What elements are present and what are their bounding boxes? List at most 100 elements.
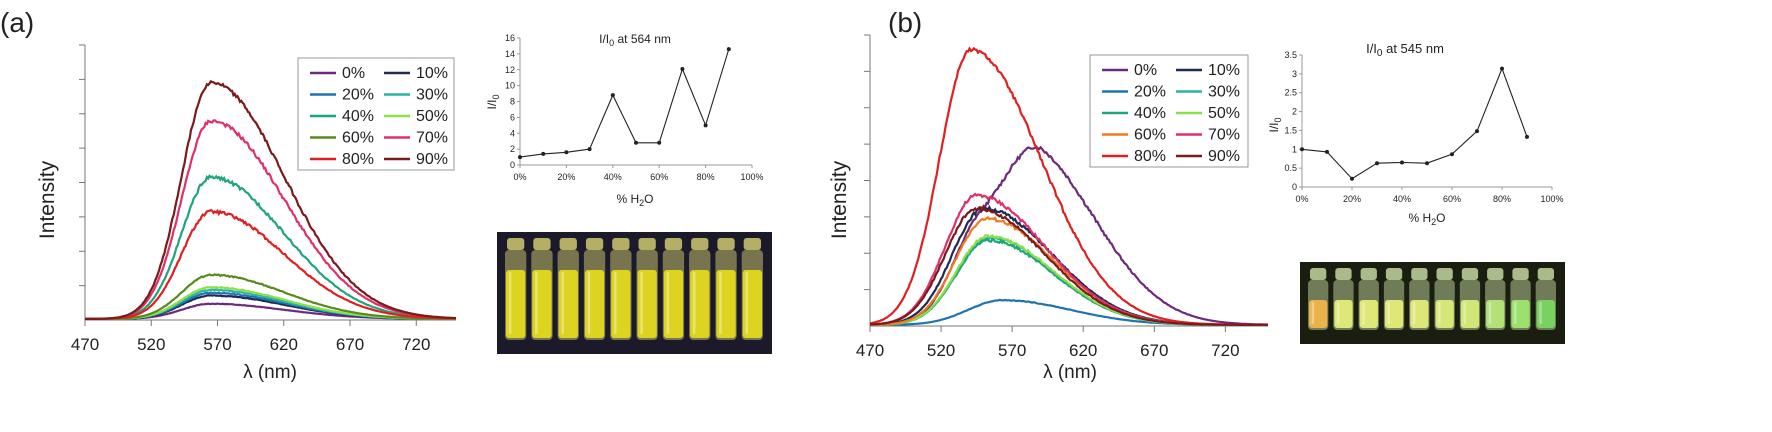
- vial-liquid: [1309, 300, 1328, 328]
- inset-point: [726, 47, 731, 52]
- inset-x-tick-label: 40%: [1393, 194, 1411, 204]
- legend-label: 80%: [342, 151, 374, 168]
- vial-neck: [1385, 268, 1403, 280]
- legend-label: 40%: [1134, 105, 1166, 122]
- inset-x-tick-label: 100%: [740, 172, 763, 182]
- inset-y-tick-label: 8: [510, 97, 515, 107]
- inset-y-label: I/I0: [485, 94, 501, 109]
- inset-x-label: % H2O: [616, 192, 653, 208]
- vial-highlight: [1488, 302, 1492, 324]
- inset-x-tick-label: 80%: [697, 172, 715, 182]
- vial-neck: [691, 238, 709, 250]
- chart-a-main: 470 520 570 620 670 720 λ (nm) Intensity 0% 10…: [36, 44, 457, 383]
- y-axis-label: Intensity: [36, 160, 59, 239]
- inset-x-tick-label: 20%: [557, 172, 575, 182]
- inset-x-ticks: 0% 20% 40% 60% 80% 100%: [513, 165, 764, 182]
- inset-point: [1525, 134, 1529, 139]
- vial-neck: [1436, 268, 1453, 280]
- vial-neck: [1335, 268, 1352, 280]
- vial-liquid: [1435, 300, 1454, 328]
- inset-point: [634, 140, 638, 145]
- vial-liquid: [1410, 300, 1429, 328]
- vial-highlight: [640, 272, 643, 334]
- series-line-90pct: [85, 79, 457, 320]
- legend-label: 80%: [1134, 148, 1166, 165]
- panel-label-a: (a): [0, 7, 34, 38]
- inset-x-tick-label: 0%: [513, 172, 526, 182]
- legend: 0% 10% 20% 30% 40% 50% 60% 70% 80% 90%: [1089, 54, 1249, 168]
- vial-liquid: [1536, 300, 1555, 328]
- inset-y-tick-label: 0: [510, 160, 515, 170]
- vial-highlight: [719, 272, 722, 334]
- vial-highlight: [745, 272, 749, 334]
- series-line-70pct: [85, 119, 456, 320]
- inset-point: [1300, 147, 1304, 152]
- inset-line: [519, 48, 730, 158]
- vial-photo-b: [1300, 262, 1565, 344]
- inset-point: [1375, 161, 1379, 166]
- vial-liquid: [558, 270, 578, 338]
- legend-label: 90%: [1208, 148, 1240, 165]
- chart-b-main: 470 520 570 620 670 720 λ (nm) Intensity 0% 10…: [828, 34, 1268, 383]
- inset-y-tick-label: 2: [510, 144, 515, 154]
- vial-neck: [1512, 268, 1529, 280]
- vial-highlight: [666, 272, 670, 334]
- x-tick-label: 720: [1211, 341, 1239, 360]
- inset-y-tick-label: 14: [505, 49, 515, 59]
- vial-liquid: [716, 270, 736, 338]
- legend-label: 0%: [342, 65, 365, 82]
- vial-highlight: [692, 272, 696, 334]
- inset-y-ticks: 0 0.5 1 1.5 2 2.5 3 3.5: [1284, 50, 1302, 192]
- vial-liquid: [637, 270, 657, 338]
- inset-x-tick-label: 40%: [604, 172, 622, 182]
- vial-liquid: [663, 270, 684, 338]
- vial-neck: [559, 238, 577, 250]
- inset-line: [1301, 67, 1528, 180]
- legend-label: 50%: [1208, 105, 1240, 122]
- inset-y-tick-label: 6: [510, 112, 515, 122]
- vial-neck: [1487, 268, 1504, 280]
- vial-liquid: [1486, 300, 1505, 328]
- x-tick-label: 670: [1140, 341, 1168, 360]
- inset-point: [1500, 66, 1504, 71]
- inset-point: [1450, 152, 1454, 157]
- legend-label: 10%: [1208, 62, 1240, 79]
- x-tick-label: 620: [1069, 341, 1097, 360]
- x-tick-label: 520: [927, 341, 955, 360]
- vial-highlight: [508, 272, 512, 334]
- inset-title: I/I0 at 545 nm: [1366, 41, 1444, 59]
- vial-highlight: [614, 272, 617, 334]
- inset-y-ticks: 0 2 4 6 8 10 12 14 16: [505, 33, 520, 170]
- inset-series: [1300, 66, 1529, 181]
- vial-neck: [1537, 268, 1554, 280]
- inset-y-tick-label: 2: [1292, 107, 1297, 117]
- inset-x-tick-label: 20%: [1343, 194, 1361, 204]
- series-lines: [85, 79, 457, 320]
- inset-x-tick-label: 60%: [650, 172, 668, 182]
- inset-point: [1475, 129, 1479, 134]
- legend-label: 90%: [416, 151, 448, 168]
- vial-neck: [638, 238, 656, 250]
- inset-title: I/I0 at 564 nm: [599, 32, 671, 48]
- inset-point: [1425, 161, 1429, 166]
- vial-highlight: [1362, 302, 1365, 324]
- series-line-80pct: [85, 208, 456, 320]
- vial-highlight: [1412, 302, 1416, 324]
- inset-point: [541, 151, 546, 156]
- legend: 0% 10% 20% 30% 40% 50% 60% 70% 80% 90%: [297, 57, 455, 171]
- vial-highlight: [1539, 302, 1542, 324]
- inset-x-tick-label: 80%: [1493, 194, 1511, 204]
- x-tick-label: 670: [336, 335, 364, 354]
- vial-liquid: [1460, 300, 1480, 328]
- legend-label: 0%: [1134, 62, 1157, 79]
- x-axis-label: λ (nm): [1043, 362, 1097, 383]
- panel-label-b: (b): [888, 7, 922, 38]
- vial-highlight: [1438, 302, 1441, 324]
- vial-neck: [533, 238, 551, 250]
- legend-label: 40%: [342, 108, 374, 125]
- inset-x-tick-label: 0%: [1295, 194, 1308, 204]
- vial-neck: [585, 238, 604, 250]
- inset-y-tick-label: 10: [505, 81, 515, 91]
- vial-neck: [1411, 268, 1428, 280]
- legend-label: 10%: [416, 65, 448, 82]
